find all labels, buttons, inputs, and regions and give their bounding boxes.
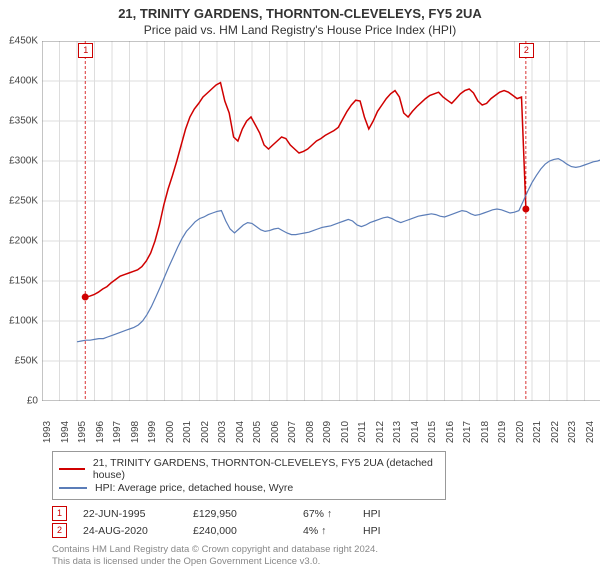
legend: 21, TRINITY GARDENS, THORNTON-CLEVELEYS,… [52, 451, 446, 500]
y-tick-label: £400K [2, 76, 38, 87]
chart-marker: 1 [78, 43, 93, 58]
transaction-date: 22-JUN-1995 [83, 508, 193, 520]
legend-row: HPI: Average price, detached house, Wyre [59, 482, 439, 494]
x-tick-label: 2013 [392, 421, 403, 443]
x-tick-label: 2003 [217, 421, 228, 443]
transaction-ref: HPI [363, 508, 381, 520]
legend-row: 21, TRINITY GARDENS, THORNTON-CLEVELEYS,… [59, 457, 439, 481]
page-subtitle: Price paid vs. HM Land Registry's House … [10, 23, 590, 37]
footer-line: Contains HM Land Registry data © Crown c… [52, 544, 590, 556]
x-tick-label: 2017 [462, 421, 473, 443]
transaction-date: 24-AUG-2020 [83, 525, 193, 537]
x-tick-label: 1994 [60, 421, 71, 443]
x-tick-label: 2015 [427, 421, 438, 443]
transaction-table: 1 22-JUN-1995£129,95067% ↑HPI 2 24-AUG-2020… [52, 506, 590, 538]
chart-svg [42, 41, 600, 401]
transaction-marker: 1 [52, 506, 67, 521]
x-tick-label: 2016 [445, 421, 456, 443]
x-tick-label: 1996 [95, 421, 106, 443]
footer-line: This data is licensed under the Open Gov… [52, 556, 590, 568]
legend-swatch [59, 487, 87, 489]
x-tick-label: 2008 [305, 421, 316, 443]
x-tick-label: 2004 [235, 421, 246, 443]
page-title: 21, TRINITY GARDENS, THORNTON-CLEVELEYS,… [10, 6, 590, 21]
x-tick-label: 2022 [550, 421, 561, 443]
y-tick-label: £150K [2, 276, 38, 287]
y-tick-label: £50K [2, 356, 38, 367]
transaction-ref: HPI [363, 525, 381, 537]
x-tick-label: 2011 [357, 421, 368, 443]
x-tick-label: 2009 [322, 421, 333, 443]
x-tick-label: 2007 [287, 421, 298, 443]
y-tick-label: £0 [2, 396, 38, 407]
x-tick-label: 2001 [182, 421, 193, 443]
x-tick-label: 2000 [165, 421, 176, 443]
x-tick-label: 2023 [567, 421, 578, 443]
x-tick-label: 2019 [497, 421, 508, 443]
x-tick-label: 2020 [515, 421, 526, 443]
footer-attribution: Contains HM Land Registry data © Crown c… [52, 544, 590, 569]
legend-label: HPI: Average price, detached house, Wyre [95, 482, 293, 494]
transaction-pct: 4% ↑ [303, 525, 363, 537]
transaction-row: 1 22-JUN-1995£129,95067% ↑HPI [52, 506, 590, 521]
legend-swatch [59, 468, 85, 470]
transaction-row: 2 24-AUG-2020£240,0004% ↑HPI [52, 523, 590, 538]
price-chart: £0£50K£100K£150K£200K£250K£300K£350K£400… [42, 41, 600, 401]
y-tick-label: £200K [2, 236, 38, 247]
y-tick-label: £250K [2, 196, 38, 207]
transaction-pct: 67% ↑ [303, 508, 363, 520]
transaction-price: £240,000 [193, 525, 303, 537]
x-tick-label: 2018 [480, 421, 491, 443]
x-tick-label: 2024 [585, 421, 596, 443]
transaction-marker: 2 [52, 523, 67, 538]
x-tick-label: 1999 [147, 421, 158, 443]
legend-label: 21, TRINITY GARDENS, THORNTON-CLEVELEYS,… [93, 457, 439, 481]
x-tick-label: 2014 [410, 421, 421, 443]
chart-marker: 2 [519, 43, 534, 58]
y-tick-label: £450K [2, 36, 38, 47]
y-tick-label: £100K [2, 316, 38, 327]
x-tick-label: 1993 [42, 421, 53, 443]
x-tick-label: 2006 [270, 421, 281, 443]
x-tick-label: 2002 [200, 421, 211, 443]
transaction-price: £129,950 [193, 508, 303, 520]
x-tick-label: 2005 [252, 421, 263, 443]
x-tick-label: 1997 [112, 421, 123, 443]
x-tick-label: 2012 [375, 421, 386, 443]
x-tick-label: 1995 [77, 421, 88, 443]
x-tick-label: 2010 [340, 421, 351, 443]
x-tick-label: 1998 [130, 421, 141, 443]
y-tick-label: £300K [2, 156, 38, 167]
x-tick-label: 2021 [532, 421, 543, 443]
y-tick-label: £350K [2, 116, 38, 127]
